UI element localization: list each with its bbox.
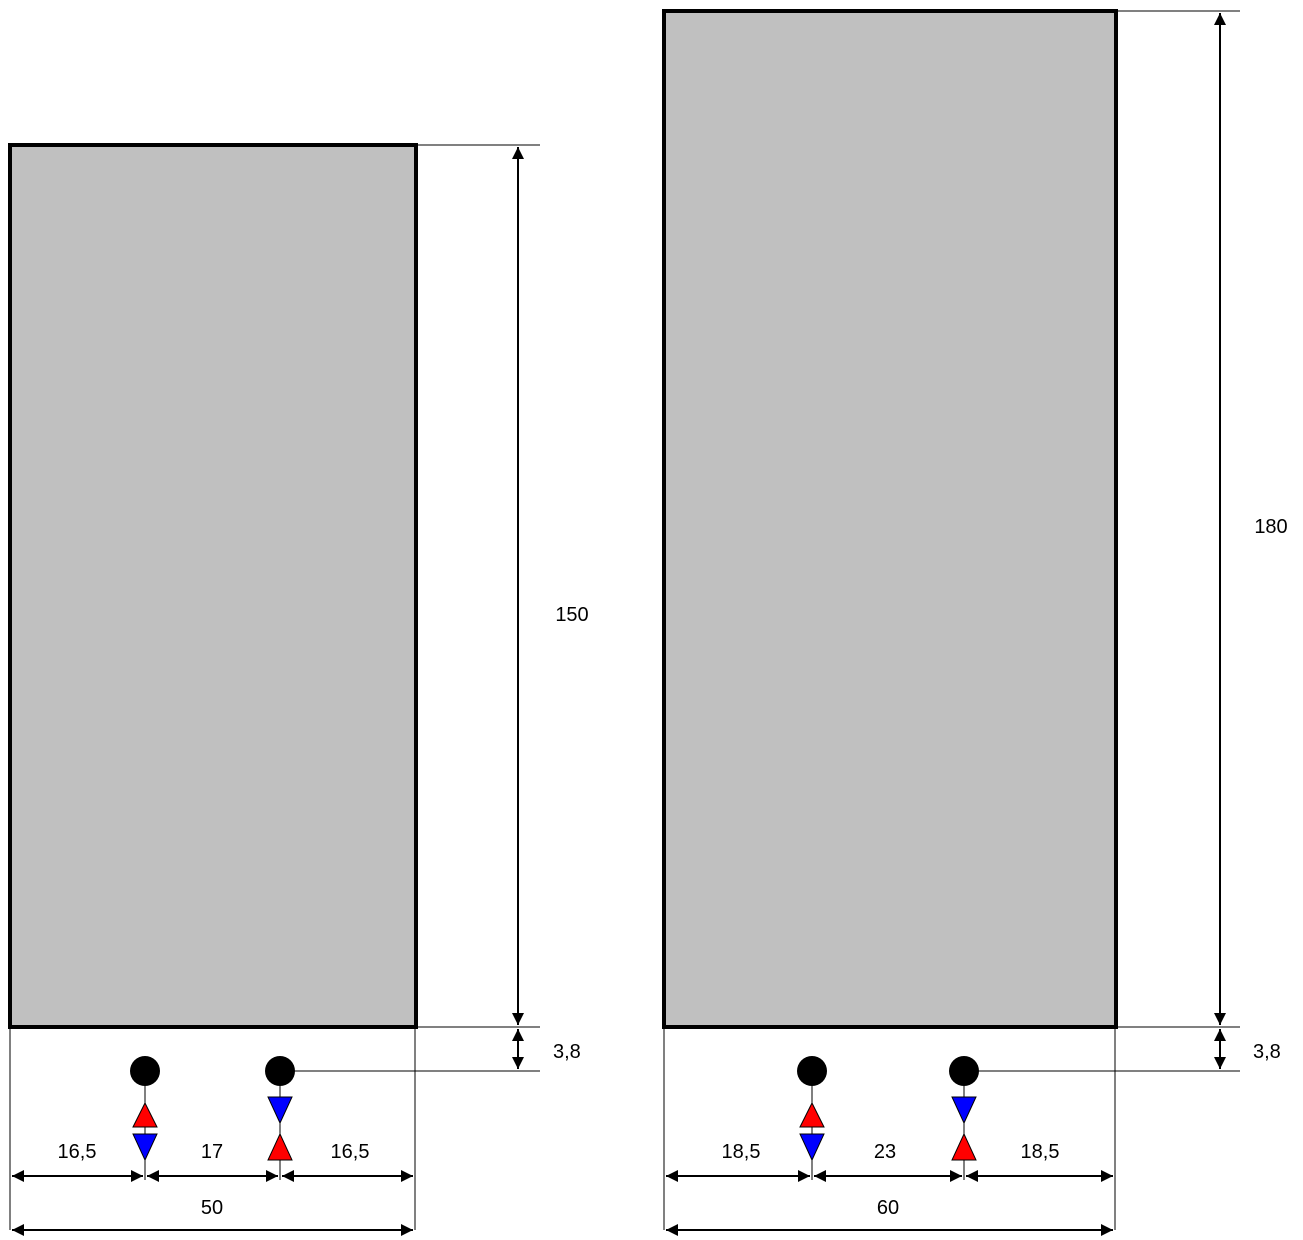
right-radiator-drawing: 180 3,8 18,5 23 18,5 60 — [662, 9, 1288, 1236]
right-connection-a-return-arrow-icon — [799, 1133, 825, 1162]
right-connection-b-supply-arrow-icon — [951, 1132, 977, 1161]
left-connection-offset-label: 3,8 — [553, 1041, 581, 1063]
left-connection-a-return-arrow-icon — [132, 1133, 158, 1162]
right-height-label: 180 — [1254, 516, 1287, 538]
left-connection-b-return-arrow-icon — [267, 1096, 293, 1125]
right-connection-a — [797, 1056, 827, 1176]
left-connection-b-supply-arrow-icon — [267, 1132, 293, 1161]
left-radiator-drawing: 150 3,8 16,5 17 16,5 50 — [8, 143, 589, 1236]
left-spacing-right-label: 16,5 — [331, 1141, 370, 1163]
right-connection-a-port-icon — [797, 1056, 827, 1086]
left-spacing-left-label: 16,5 — [58, 1141, 97, 1163]
left-connection-b-port-icon — [265, 1056, 295, 1086]
left-spacing-middle-label: 17 — [201, 1141, 223, 1163]
left-height-label: 150 — [555, 604, 588, 626]
left-connection-a — [130, 1056, 160, 1176]
right-connection-a-supply-arrow-icon — [799, 1101, 825, 1128]
right-connection-b-return-arrow-icon — [951, 1096, 977, 1125]
left-connection-b — [265, 1056, 295, 1176]
right-connection-b — [949, 1056, 979, 1176]
left-total-width-label: 50 — [201, 1197, 223, 1219]
right-connection-b-port-icon — [949, 1056, 979, 1086]
left-connection-a-supply-arrow-icon — [132, 1101, 158, 1128]
left-radiator-panel — [8, 143, 418, 1029]
right-radiator-panel — [662, 9, 1118, 1029]
right-connection-offset-label: 3,8 — [1253, 1041, 1281, 1063]
right-spacing-left-label: 18,5 — [722, 1141, 761, 1163]
right-spacing-right-label: 18,5 — [1021, 1141, 1060, 1163]
left-connection-a-port-icon — [130, 1056, 160, 1086]
right-spacing-middle-label: 23 — [874, 1141, 896, 1163]
right-total-width-label: 60 — [877, 1197, 899, 1219]
